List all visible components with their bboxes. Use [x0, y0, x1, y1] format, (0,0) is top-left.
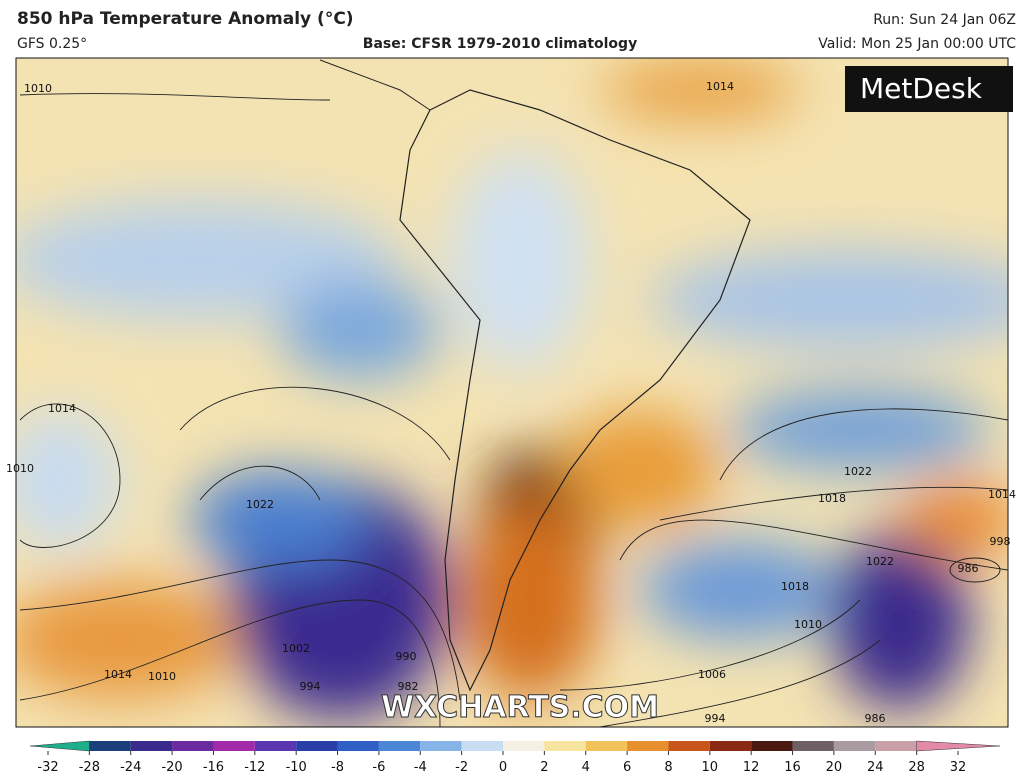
run: Run: Sun 24 Jan 06Z	[873, 12, 1016, 28]
colorbar-label: -12	[244, 760, 265, 775]
colorbar-segment	[420, 741, 462, 751]
colorbar-label: -24	[120, 760, 141, 775]
isobar-label: 982	[398, 680, 419, 693]
base: Base: CFSR 1979-2010 climatology	[363, 36, 637, 52]
isobar-label: 1014	[988, 488, 1016, 501]
isobar-label: 1010	[24, 82, 52, 95]
colorbar-label: -28	[79, 760, 100, 775]
colorbar-label: -20	[161, 760, 182, 775]
colorbar-segment	[875, 741, 917, 751]
colorbar-label: -4	[414, 760, 427, 775]
watermark: WXCHARTS.COM	[381, 690, 659, 725]
colorbar-segment	[378, 741, 421, 751]
colorbar-segment	[89, 741, 131, 751]
colorbar-segment	[792, 741, 834, 751]
isobar-label: 994	[300, 680, 321, 693]
title: 850 hPa Temperature Anomaly (°C)	[17, 9, 354, 29]
colorbar-label: -6	[372, 760, 385, 775]
isobar-label: 1014	[104, 668, 132, 681]
isobar-label: 998	[990, 535, 1011, 548]
isobar-label: 1010	[148, 670, 176, 683]
colorbar-label: 28	[908, 760, 925, 775]
isobar-label: 1022	[844, 465, 872, 478]
colorbar-label: 2	[540, 760, 548, 775]
colorbar-label: -2	[455, 760, 468, 775]
colorbar-label: 24	[867, 760, 884, 775]
isobar-label: 986	[865, 712, 886, 725]
colorbar: -32 -28 -24 -20 -16 -12 -10 -8 -6 -4 -2 0 2 4 6 8 10 12 16…	[29, 740, 1001, 775]
colorbar-label: 6	[623, 760, 631, 775]
colorbar-label: 10	[702, 760, 719, 775]
coastline	[319, 59, 431, 111]
isobar-label: 1006	[698, 668, 726, 681]
colorbar-segment	[337, 741, 379, 751]
isobar-label: 1022	[246, 498, 274, 511]
logo: MetDesk	[860, 72, 983, 105]
colorbar-segment	[544, 741, 586, 751]
logo-box	[845, 66, 1013, 112]
isobar-label: 1014	[48, 402, 76, 415]
colorbar-segment	[296, 741, 338, 751]
colorbar-segment	[130, 741, 173, 751]
isobar-label: 1018	[781, 580, 809, 593]
colorbar-segment	[585, 741, 628, 751]
colorbar-segment	[254, 741, 297, 751]
colorbar-segment	[29, 740, 90, 752]
map	[16, 58, 1008, 727]
model: GFS 0.25°	[17, 36, 87, 52]
isobar-label: 1010	[6, 462, 34, 475]
colorbar-label: 0	[499, 760, 507, 775]
colorbar-segment	[213, 741, 255, 751]
colorbar-label: 32	[950, 760, 967, 775]
isobar-label: 986	[958, 562, 979, 575]
colorbar-label: 4	[582, 760, 590, 775]
colorbar-segment	[461, 741, 503, 751]
colorbar-segment	[751, 741, 793, 751]
colorbar-segment	[172, 741, 214, 751]
map-frame	[15, 57, 1009, 728]
isobar-label: 1002	[282, 642, 310, 655]
colorbar-segment	[709, 741, 752, 751]
colorbar-label: 12	[743, 760, 760, 775]
isobar-label: 994	[705, 712, 726, 725]
isobar-label: 1022	[866, 555, 894, 568]
colorbar-label: 8	[664, 760, 672, 775]
valid: Valid: Mon 25 Jan 00:00 UTC	[818, 36, 1016, 52]
anomaly-field	[16, 60, 1008, 720]
colorbar-label: -8	[331, 760, 344, 775]
colorbar-label: 16	[784, 760, 801, 775]
isobar-label: 990	[396, 650, 417, 663]
colorbar-label: -32	[37, 760, 58, 775]
coastline	[399, 89, 751, 692]
colorbar-segment	[668, 741, 710, 751]
colorbar-segment	[833, 741, 876, 751]
isobar-label: 1010	[794, 618, 822, 631]
colorbar-segment	[916, 740, 1001, 752]
isobar-label: 1014	[706, 80, 734, 93]
colorbar-segment	[503, 741, 545, 751]
isobars	[19, 93, 1008, 727]
colorbar-label: -16	[203, 760, 224, 775]
isobar-label: 1018	[818, 492, 846, 505]
colorbar-label: -10	[286, 760, 307, 775]
colorbar-segment	[627, 741, 669, 751]
colorbar-label: 20	[826, 760, 843, 775]
